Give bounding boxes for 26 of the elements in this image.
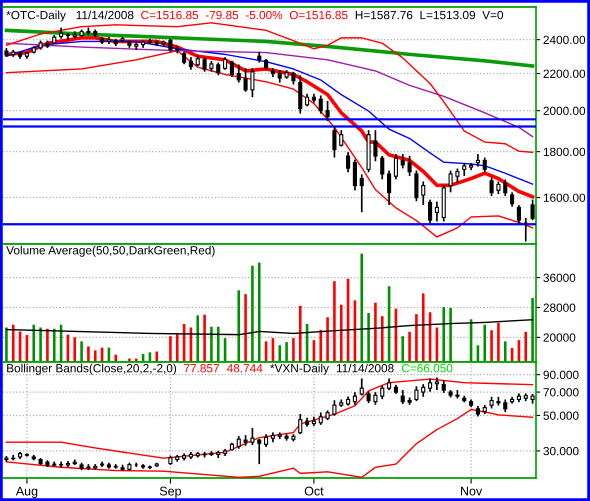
annotation: H=1587.76 L=1513.09 V=0 bbox=[356, 10, 504, 20]
annotation: *VXN-Daily bbox=[270, 364, 329, 375]
x-tick-label: Sep bbox=[160, 486, 182, 498]
y-tick-label: 20000 bbox=[544, 333, 576, 342]
chart-title: Bollinger Bands(Close,20,2,-2,0) bbox=[7, 364, 176, 375]
x-tick-label: Nov bbox=[460, 486, 482, 496]
x-tick-label: Aug bbox=[16, 486, 38, 498]
y-tick-label: 1800.00 bbox=[544, 148, 586, 156]
y-tick-label: 2200.00 bbox=[544, 70, 586, 78]
annotation: C=66.050 bbox=[402, 364, 452, 372]
x-tick-label: Oct bbox=[304, 486, 324, 496]
y-tick-label: 2000.00 bbox=[544, 106, 586, 116]
chart-title: Volume Average(50,50,DarkGreen,Red) bbox=[6, 246, 215, 257]
chart-subtitle: C=1516.85 -79.85 -5.00% O=1516.85 bbox=[141, 10, 348, 20]
y-tick-label: 90.000 bbox=[544, 370, 579, 380]
y-tick-label: 30.000 bbox=[543, 446, 579, 456]
y-tick-label: 36000 bbox=[543, 274, 576, 282]
chart-title: *OTC-Daily 11/14/2008 bbox=[6, 10, 134, 22]
y-tick-label: 2400.00 bbox=[544, 36, 586, 44]
annotation: 11/14/2008 bbox=[336, 364, 394, 372]
y-tick-label: 50.000 bbox=[543, 411, 579, 420]
annotation: 77.857 bbox=[184, 364, 219, 372]
annotation: 48.744 bbox=[226, 364, 262, 372]
y-tick-label: 1600.00 bbox=[544, 194, 586, 202]
y-tick-label: 70.000 bbox=[544, 388, 579, 396]
y-tick-label: 28000 bbox=[544, 304, 576, 312]
